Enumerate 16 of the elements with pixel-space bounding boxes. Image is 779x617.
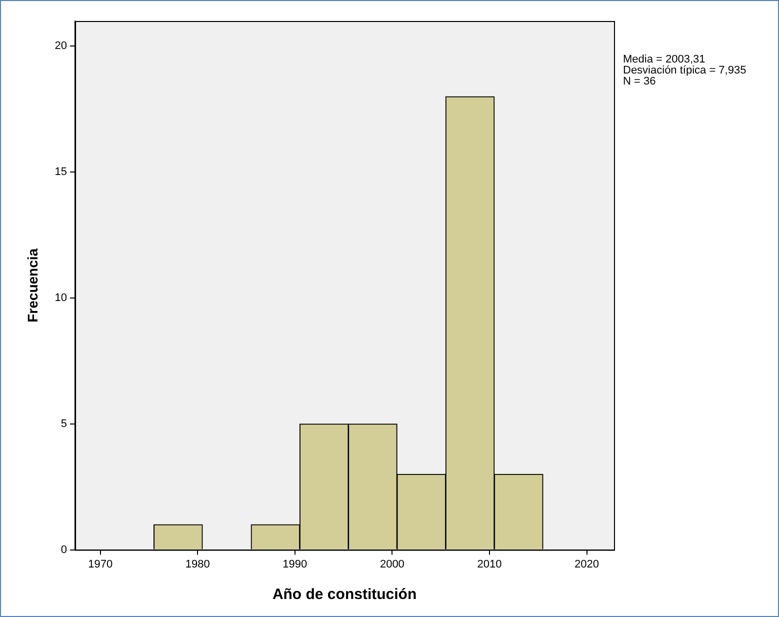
y-tick-label: 5 xyxy=(60,418,68,430)
text: N = 36 xyxy=(623,76,656,88)
text: Desviación típica = 7,935 xyxy=(623,64,746,77)
y-tick-label: 20 xyxy=(54,40,68,52)
x-axis-title: Año de constitución xyxy=(272,586,417,604)
x-tick-label: 2010 xyxy=(477,558,502,570)
text: Media = 2003,31 xyxy=(623,54,706,66)
x-tick-label: 1970 xyxy=(88,558,113,570)
y-axis-title: Frecuencia xyxy=(24,248,40,322)
y-tick-label: 15 xyxy=(54,166,68,178)
x-tick-label: 2020 xyxy=(574,558,599,570)
y-tick-label: 10 xyxy=(54,292,68,304)
x-tick-label: 2000 xyxy=(380,558,404,570)
y-tick-label: 0 xyxy=(60,544,68,556)
x-tick-label: 1980 xyxy=(185,558,210,570)
x-tick-label: 1990 xyxy=(282,558,308,570)
